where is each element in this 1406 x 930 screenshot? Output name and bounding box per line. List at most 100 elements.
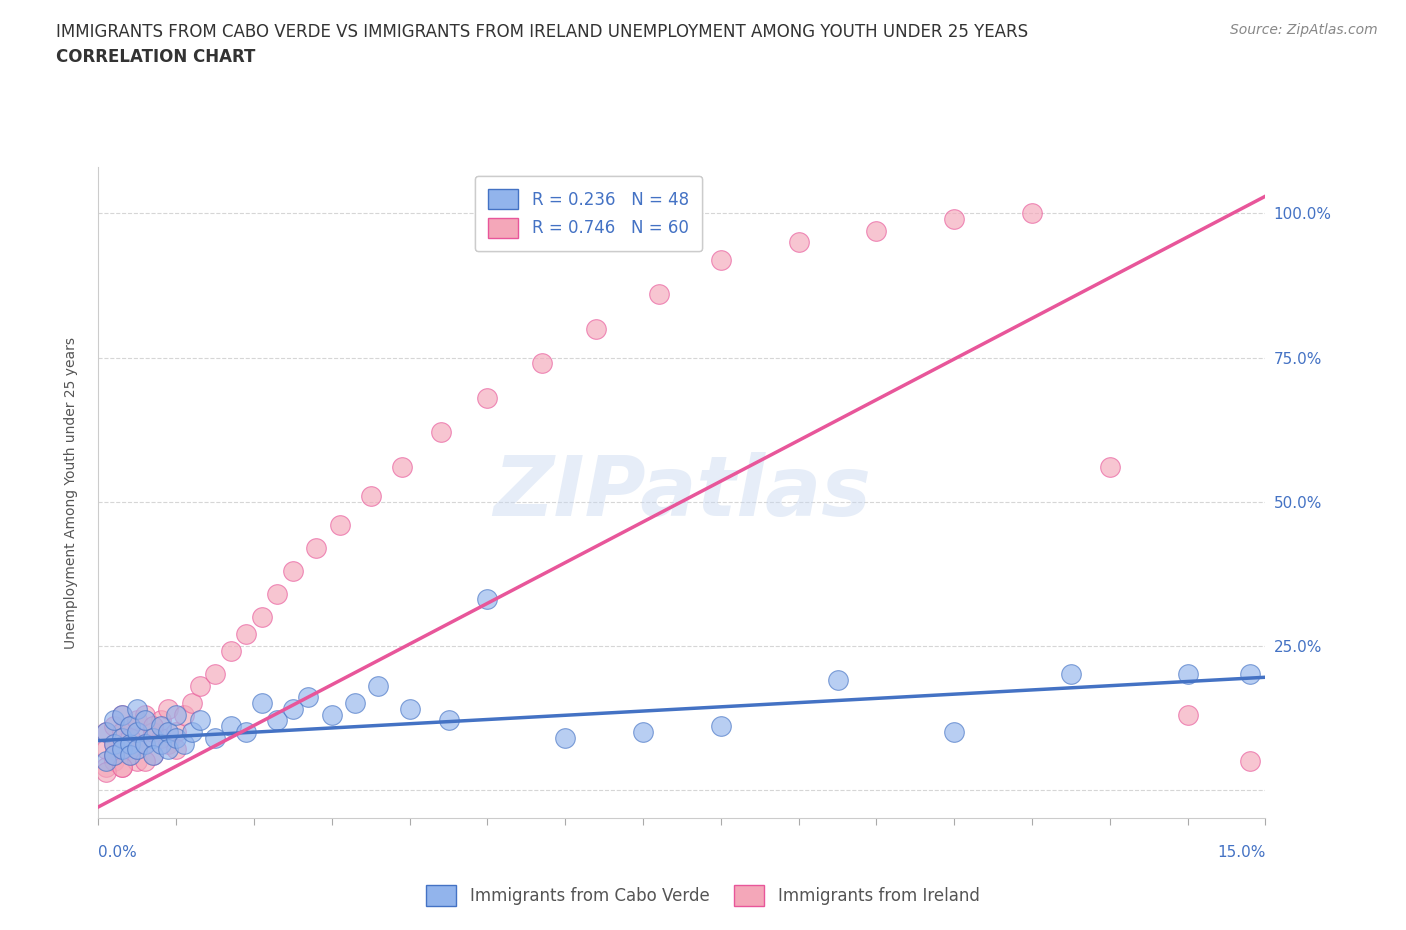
Point [157,742,180,757]
Point [103,748,125,763]
Text: 15.0%: 15.0% [1218,845,1265,860]
Point [127,724,149,739]
Point [111,742,134,757]
Point [103,748,125,763]
Point [103,736,125,751]
Point [127,753,149,768]
Point [165,742,187,757]
Point [329,517,352,532]
Point [103,713,125,728]
Point [787,235,810,250]
Point [127,742,149,757]
Point [111,742,134,757]
Point [943,212,966,227]
Point [134,707,156,722]
Point [111,730,134,745]
Point [142,748,165,763]
Point [134,753,156,768]
Point [1098,459,1121,474]
Point [180,696,202,711]
Point [943,724,966,739]
Point [530,356,553,371]
Point [134,713,156,728]
Point [111,707,134,722]
Point [204,730,226,745]
Point [204,667,226,682]
Point [111,759,134,774]
Point [1021,206,1043,221]
Point [1177,667,1199,682]
Point [585,321,607,336]
Point [165,707,187,722]
Point [103,753,125,768]
Point [118,719,141,734]
Point [219,719,242,734]
Point [429,425,451,440]
Point [710,719,733,734]
Point [180,724,202,739]
Point [865,223,887,238]
Point [118,748,141,763]
Text: CORRELATION CHART: CORRELATION CHART [56,48,256,66]
Text: 0.0%: 0.0% [98,845,138,860]
Point [149,736,172,751]
Point [103,719,125,734]
Point [118,730,141,745]
Point [157,736,180,751]
Point [118,748,141,763]
Point [173,736,195,751]
Point [437,713,460,728]
Point [266,586,288,601]
Point [235,627,257,642]
Legend: R = 0.236   N = 48, R = 0.746   N = 60: R = 0.236 N = 48, R = 0.746 N = 60 [475,176,702,251]
Point [266,713,288,728]
Point [250,609,273,624]
Point [134,736,156,751]
Point [111,707,134,722]
Point [142,730,165,745]
Point [477,391,499,405]
Text: Source: ZipAtlas.com: Source: ZipAtlas.com [1230,23,1378,37]
Point [250,696,273,711]
Point [111,759,134,774]
Legend: Immigrants from Cabo Verde, Immigrants from Ireland: Immigrants from Cabo Verde, Immigrants f… [419,879,987,912]
Point [554,730,576,745]
Y-axis label: Unemployment Among Youth under 25 years: Unemployment Among Youth under 25 years [63,337,77,649]
Point [398,701,420,716]
Point [344,696,367,711]
Point [188,679,211,694]
Point [188,713,211,728]
Point [235,724,257,739]
Point [118,736,141,751]
Point [118,719,141,734]
Point [281,701,304,716]
Point [297,690,319,705]
Point [360,488,382,503]
Point [1060,667,1083,682]
Point [149,730,172,745]
Point [149,719,172,734]
Point [631,724,654,739]
Point [96,742,118,757]
Point [391,459,413,474]
Point [321,707,343,722]
Point [127,742,149,757]
Point [827,672,849,687]
Point [157,701,180,716]
Point [1239,753,1261,768]
Point [710,252,733,267]
Point [96,724,118,739]
Point [142,748,165,763]
Point [165,724,187,739]
Point [127,713,149,728]
Point [1239,667,1261,682]
Point [281,564,304,578]
Point [111,724,134,739]
Point [96,764,118,779]
Point [477,592,499,607]
Point [157,724,180,739]
Point [165,730,187,745]
Point [142,719,165,734]
Point [134,736,156,751]
Text: ZIPatlas: ZIPatlas [494,452,870,534]
